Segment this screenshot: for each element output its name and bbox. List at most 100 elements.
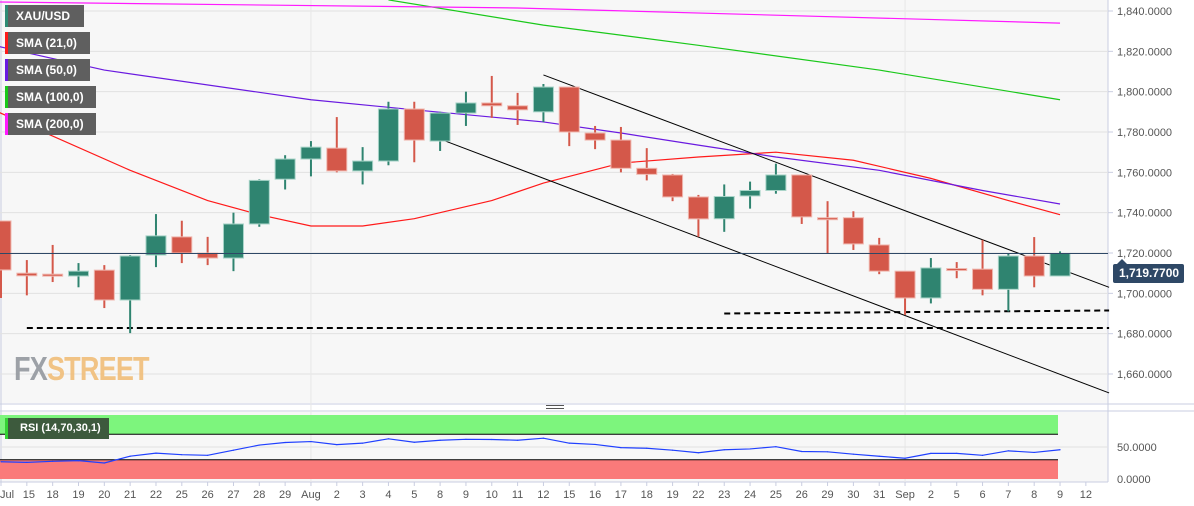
candle-body — [739, 189, 761, 197]
rsi-point — [258, 444, 260, 446]
x-tick-label: 6 — [979, 489, 985, 501]
candle — [713, 184, 735, 232]
candle-body — [584, 132, 606, 141]
x-tick-label: 8 — [437, 489, 443, 501]
legend-color-swatch — [5, 32, 8, 54]
legend-item[interactable]: SMA (21,0) — [5, 32, 90, 54]
candle-body — [248, 179, 270, 225]
candle — [429, 111, 451, 151]
rsi-line — [0, 437, 1061, 464]
x-tick-label: 26 — [796, 489, 808, 501]
sma-line — [0, 1, 1061, 24]
candle-body — [403, 108, 425, 141]
rsi-point — [491, 438, 493, 441]
x-tick-label: 25 — [176, 489, 188, 501]
candle-body — [0, 220, 12, 271]
y-tick-label: 1,700.0000 — [1117, 288, 1172, 300]
candle — [16, 260, 38, 296]
candle-body — [532, 86, 554, 113]
candle — [248, 179, 270, 227]
candle-body — [791, 174, 813, 218]
x-tick-label: 10 — [486, 489, 498, 501]
rsi-point — [129, 455, 131, 457]
rsi-point — [310, 440, 312, 443]
x-tick-label: Aug — [301, 489, 321, 501]
rsi-point — [1007, 450, 1009, 452]
candle-body — [817, 217, 839, 221]
rsi-point — [697, 452, 700, 454]
y-tick-label: 1,680.0000 — [1117, 329, 1172, 341]
candle-body — [1049, 252, 1071, 277]
candle-body — [67, 270, 89, 277]
rsi-legend[interactable]: RSI (14,70,30,1) — [5, 418, 109, 439]
candle-body — [558, 86, 580, 133]
rsi-point — [181, 454, 183, 456]
candle-body — [300, 146, 322, 160]
rsi-point — [801, 450, 803, 453]
x-tick-label: 29 — [821, 489, 833, 501]
candle — [532, 84, 554, 122]
sma-line — [388, 0, 1061, 101]
rsi-point — [671, 449, 674, 451]
rsi-y-tick-label: 50.0000 — [1117, 442, 1157, 454]
panel-resize-handle-icon[interactable] — [546, 405, 564, 411]
rsi-point — [1033, 451, 1035, 454]
candle-body — [894, 270, 916, 299]
rsi-y-tick-label: 0.0000 — [1117, 474, 1151, 486]
handle-bar — [546, 408, 564, 409]
trend-channel-line — [543, 74, 1110, 288]
candle — [1023, 237, 1045, 288]
candle-body — [687, 196, 709, 220]
candle — [507, 92, 529, 125]
candle — [300, 141, 322, 177]
candle-body — [868, 244, 890, 272]
logo-fx: FX — [14, 350, 48, 387]
candle-body — [16, 272, 38, 277]
legend-item[interactable]: SMA (50,0) — [5, 59, 90, 81]
legend-color-swatch — [5, 86, 8, 108]
candle-body — [713, 196, 735, 220]
sma-line — [0, 112, 1061, 227]
candle-body — [662, 174, 684, 198]
legend-item[interactable]: XAU/USD — [5, 5, 84, 27]
x-tick-label: 28 — [253, 489, 265, 501]
candle-body — [274, 158, 296, 180]
y-tick-label: 1,740.0000 — [1117, 208, 1172, 220]
candle — [765, 163, 787, 194]
candle — [67, 263, 89, 288]
rsi-point — [465, 438, 467, 440]
legend-color-swatch — [5, 59, 8, 81]
candle — [662, 173, 684, 202]
x-tick-label: 18 — [47, 489, 59, 501]
rsi-point — [1059, 449, 1061, 451]
x-tick-label: 7 — [1005, 489, 1011, 501]
legend-item[interactable]: SMA (100,0) — [5, 86, 96, 108]
rsi-point — [723, 449, 725, 451]
candle-body — [507, 105, 529, 111]
candle — [558, 86, 580, 147]
candle — [0, 220, 12, 298]
rsi-point — [413, 441, 415, 443]
legend-label: XAU/USD — [16, 9, 71, 23]
candle — [920, 258, 942, 304]
candle — [455, 91, 477, 126]
x-tick-label: 9 — [463, 489, 469, 501]
x-tick-label: 24 — [744, 489, 756, 501]
legend-label: SMA (100,0) — [16, 90, 84, 104]
x-tick-label: 22 — [692, 489, 704, 501]
x-tick-label: 8 — [1031, 489, 1037, 501]
rsi-point — [749, 448, 751, 450]
candle — [222, 212, 244, 272]
candle-body — [920, 267, 942, 299]
legend-item[interactable]: SMA (200,0) — [5, 113, 96, 135]
candle-body — [455, 102, 477, 114]
candle-body — [429, 112, 451, 142]
handle-bar — [546, 405, 564, 406]
candle-body — [326, 147, 348, 172]
x-tick-label: 16 — [589, 489, 601, 501]
candle — [481, 75, 503, 118]
x-tick-label: 11 — [512, 489, 523, 501]
candle — [42, 244, 64, 283]
rsi-point — [568, 442, 570, 444]
